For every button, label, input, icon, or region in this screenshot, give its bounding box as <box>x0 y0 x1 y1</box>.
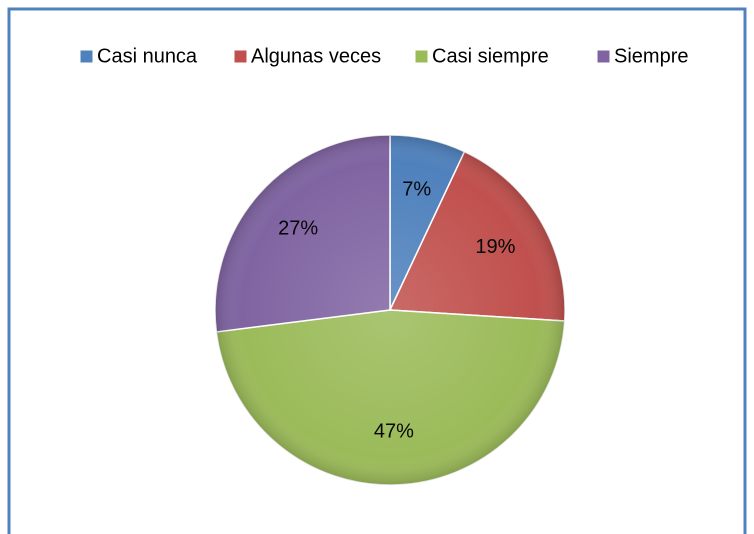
legend-label: Siempre <box>614 45 688 67</box>
legend-label: Casi nunca <box>97 45 198 67</box>
legend-swatch <box>414 49 429 64</box>
data-label: 19% <box>475 236 515 258</box>
legend-swatch <box>233 49 248 64</box>
data-label: 27% <box>278 217 318 239</box>
data-label: 7% <box>402 179 431 201</box>
legend-label: Casi siempre <box>432 45 549 67</box>
legend-swatch <box>596 49 611 64</box>
data-label: 47% <box>374 421 414 443</box>
legend-swatch <box>79 49 94 64</box>
legend-label: Algunas veces <box>251 45 381 67</box>
